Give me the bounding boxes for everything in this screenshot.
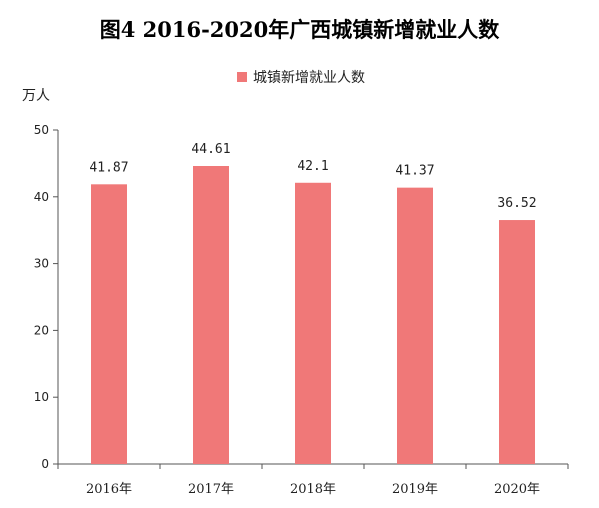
- bars: 41.87 44.61 42.1 41.37 36.52: [89, 142, 537, 465]
- data-label: 44.61: [191, 142, 230, 157]
- bar-2019年: [397, 187, 433, 464]
- legend-swatch: [237, 72, 247, 82]
- y-tick-label: 40: [34, 190, 49, 204]
- x-axis-labels: 2016年 2017年 2018年 2019年 2020年: [57, 464, 569, 497]
- legend-label: 城镇新增就业人数: [253, 70, 365, 86]
- x-category-label: 2016年: [86, 482, 132, 497]
- x-category-label: 2017年: [188, 482, 234, 497]
- y-tick-label: 0: [41, 457, 49, 471]
- data-label: 41.87: [89, 160, 128, 175]
- bar-2020年: [499, 220, 535, 464]
- bar-2018年: [295, 182, 331, 464]
- y-axis-unit-label: 万人: [22, 88, 50, 104]
- bar-2017年: [193, 166, 229, 465]
- bar-2016年: [91, 184, 127, 464]
- data-label: 41.37: [395, 164, 434, 179]
- y-tick-label: 50: [34, 123, 49, 137]
- x-category-label: 2020年: [494, 482, 540, 497]
- data-label: 42.1: [297, 159, 328, 174]
- legend: 城镇新增就业人数: [237, 70, 365, 86]
- x-category-label: 2018年: [290, 482, 336, 497]
- y-tick-label: 30: [34, 257, 49, 271]
- y-axis-ticks: 0 10 20 30 40 50: [34, 123, 58, 471]
- y-tick-label: 10: [34, 390, 49, 404]
- chart-title: 图4 2016-2020年广西城镇新增就业人数: [99, 17, 500, 42]
- data-label: 36.52: [497, 196, 536, 211]
- y-tick-label: 20: [34, 323, 49, 337]
- x-category-label: 2019年: [392, 482, 438, 497]
